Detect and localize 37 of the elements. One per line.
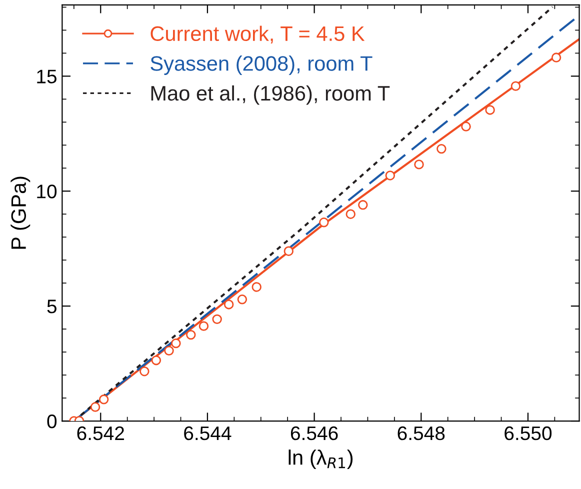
point <box>151 355 162 366</box>
point <box>164 346 174 356</box>
point <box>212 314 222 324</box>
point <box>461 122 471 132</box>
point <box>551 52 562 62</box>
x-tick-label: 6.548 <box>398 426 445 440</box>
point <box>414 160 424 170</box>
y-tick-label: 15 <box>37 70 56 84</box>
point <box>385 170 396 180</box>
x-tick-label: 6.550 <box>504 426 552 440</box>
legend-label: Current work, T = 4.5 K <box>150 26 365 44</box>
point <box>198 321 209 331</box>
point <box>252 282 262 292</box>
point <box>284 246 294 256</box>
point <box>186 330 196 340</box>
y-axis-title: P (GPa) <box>10 176 30 249</box>
y-tick-label: 5 <box>47 300 56 314</box>
point <box>224 300 234 310</box>
point <box>90 402 100 412</box>
point <box>485 105 495 115</box>
point <box>358 200 368 210</box>
point <box>171 338 181 348</box>
x-tick-label: 6.542 <box>77 426 124 440</box>
point <box>319 218 329 228</box>
y-tick-label: 0 <box>47 414 57 428</box>
x-tick-label: 6.544 <box>184 426 232 440</box>
x-tick-label: 6.546 <box>290 426 338 440</box>
legend-label: Mao et al., (1986), room T <box>151 85 390 105</box>
y-tick-label: 10 <box>37 184 57 198</box>
point <box>346 209 356 219</box>
point <box>436 144 446 154</box>
point <box>98 394 109 404</box>
legend-label: Syassen (2008), room T <box>150 56 372 75</box>
point <box>510 81 521 91</box>
x-axis-title: ln (λ$_{R1}$) <box>288 450 353 469</box>
point <box>140 366 150 376</box>
point <box>237 294 248 304</box>
